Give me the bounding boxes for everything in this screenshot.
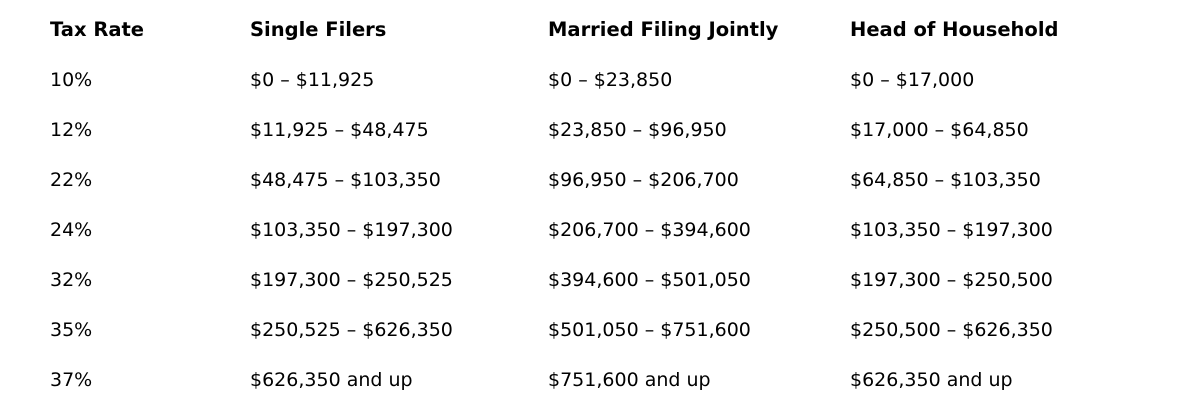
married-filing-jointly-cell: $394,600 – $501,050: [548, 268, 751, 291]
married-filing-jointly-cell: $96,950 – $206,700: [548, 168, 739, 191]
married-filing-jointly-cell: $0 – $23,850: [548, 68, 673, 91]
married-filing-jointly-cell: $206,700 – $394,600: [548, 218, 751, 241]
tax-rate-cell: 37%: [50, 368, 93, 391]
single-filers-cell: $626,350 and up: [250, 368, 413, 391]
column-header-married-filing-jointly: Married Filing Jointly: [548, 18, 779, 42]
tax-rate-cell: 22%: [50, 168, 93, 191]
head-of-household-cell: $0 – $17,000: [850, 68, 975, 91]
head-of-household-cell: $103,350 – $197,300: [850, 218, 1053, 241]
single-filers-cell: $103,350 – $197,300: [250, 218, 453, 241]
married-filing-jointly-cell: $751,600 and up: [548, 368, 711, 391]
column-header-tax-rate: Tax Rate: [50, 18, 145, 42]
single-filers-cell: $250,525 – $626,350: [250, 318, 453, 341]
head-of-household-cell: $17,000 – $64,850: [850, 118, 1029, 141]
single-filers-cell: $11,925 – $48,475: [250, 118, 429, 141]
head-of-household-cell: $64,850 – $103,350: [850, 168, 1041, 191]
single-filers-cell: $0 – $11,925: [250, 68, 375, 91]
married-filing-jointly-cell: $501,050 – $751,600: [548, 318, 751, 341]
single-filers-cell: $48,475 – $103,350: [250, 168, 441, 191]
head-of-household-cell: $626,350 and up: [850, 368, 1013, 391]
tax-rate-cell: 10%: [50, 68, 93, 91]
tax-rate-cell: 35%: [50, 318, 93, 341]
tax-rate-cell: 12%: [50, 118, 93, 141]
married-filing-jointly-cell: $23,850 – $96,950: [548, 118, 727, 141]
head-of-household-cell: $250,500 – $626,350: [850, 318, 1053, 341]
tax-rate-cell: 32%: [50, 268, 93, 291]
single-filers-cell: $197,300 – $250,525: [250, 268, 453, 291]
head-of-household-cell: $197,300 – $250,500: [850, 268, 1053, 291]
column-header-single-filers: Single Filers: [250, 18, 387, 42]
tax-rate-cell: 24%: [50, 218, 93, 241]
column-header-head-of-household: Head of Household: [850, 18, 1059, 42]
